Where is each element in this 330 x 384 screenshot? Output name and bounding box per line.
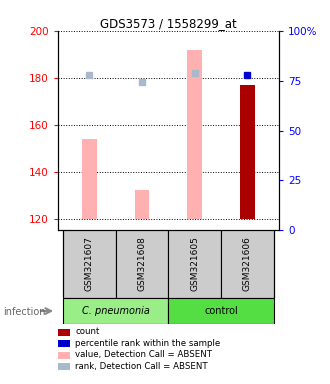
Text: GSM321607: GSM321607 bbox=[85, 237, 94, 291]
Bar bbox=[168, 230, 221, 298]
Bar bbox=[135, 190, 149, 218]
Text: GSM321606: GSM321606 bbox=[243, 237, 252, 291]
Bar bbox=[240, 85, 255, 218]
Text: infection: infection bbox=[3, 307, 46, 317]
Text: control: control bbox=[204, 306, 238, 316]
Title: GDS3573 / 1558299_at: GDS3573 / 1558299_at bbox=[100, 17, 237, 30]
Text: GSM321605: GSM321605 bbox=[190, 237, 199, 291]
Text: GSM321608: GSM321608 bbox=[138, 237, 147, 291]
Bar bbox=[221, 230, 274, 298]
Text: percentile rank within the sample: percentile rank within the sample bbox=[75, 339, 220, 348]
Bar bbox=[168, 298, 274, 324]
Bar bbox=[63, 230, 116, 298]
Bar bbox=[63, 298, 168, 324]
Bar bbox=[82, 139, 97, 218]
Text: C. pneumonia: C. pneumonia bbox=[82, 306, 149, 316]
Bar bbox=[115, 230, 168, 298]
Text: rank, Detection Call = ABSENT: rank, Detection Call = ABSENT bbox=[75, 362, 208, 371]
Bar bbox=[187, 50, 202, 218]
Text: count: count bbox=[75, 327, 100, 336]
Text: value, Detection Call = ABSENT: value, Detection Call = ABSENT bbox=[75, 350, 212, 359]
